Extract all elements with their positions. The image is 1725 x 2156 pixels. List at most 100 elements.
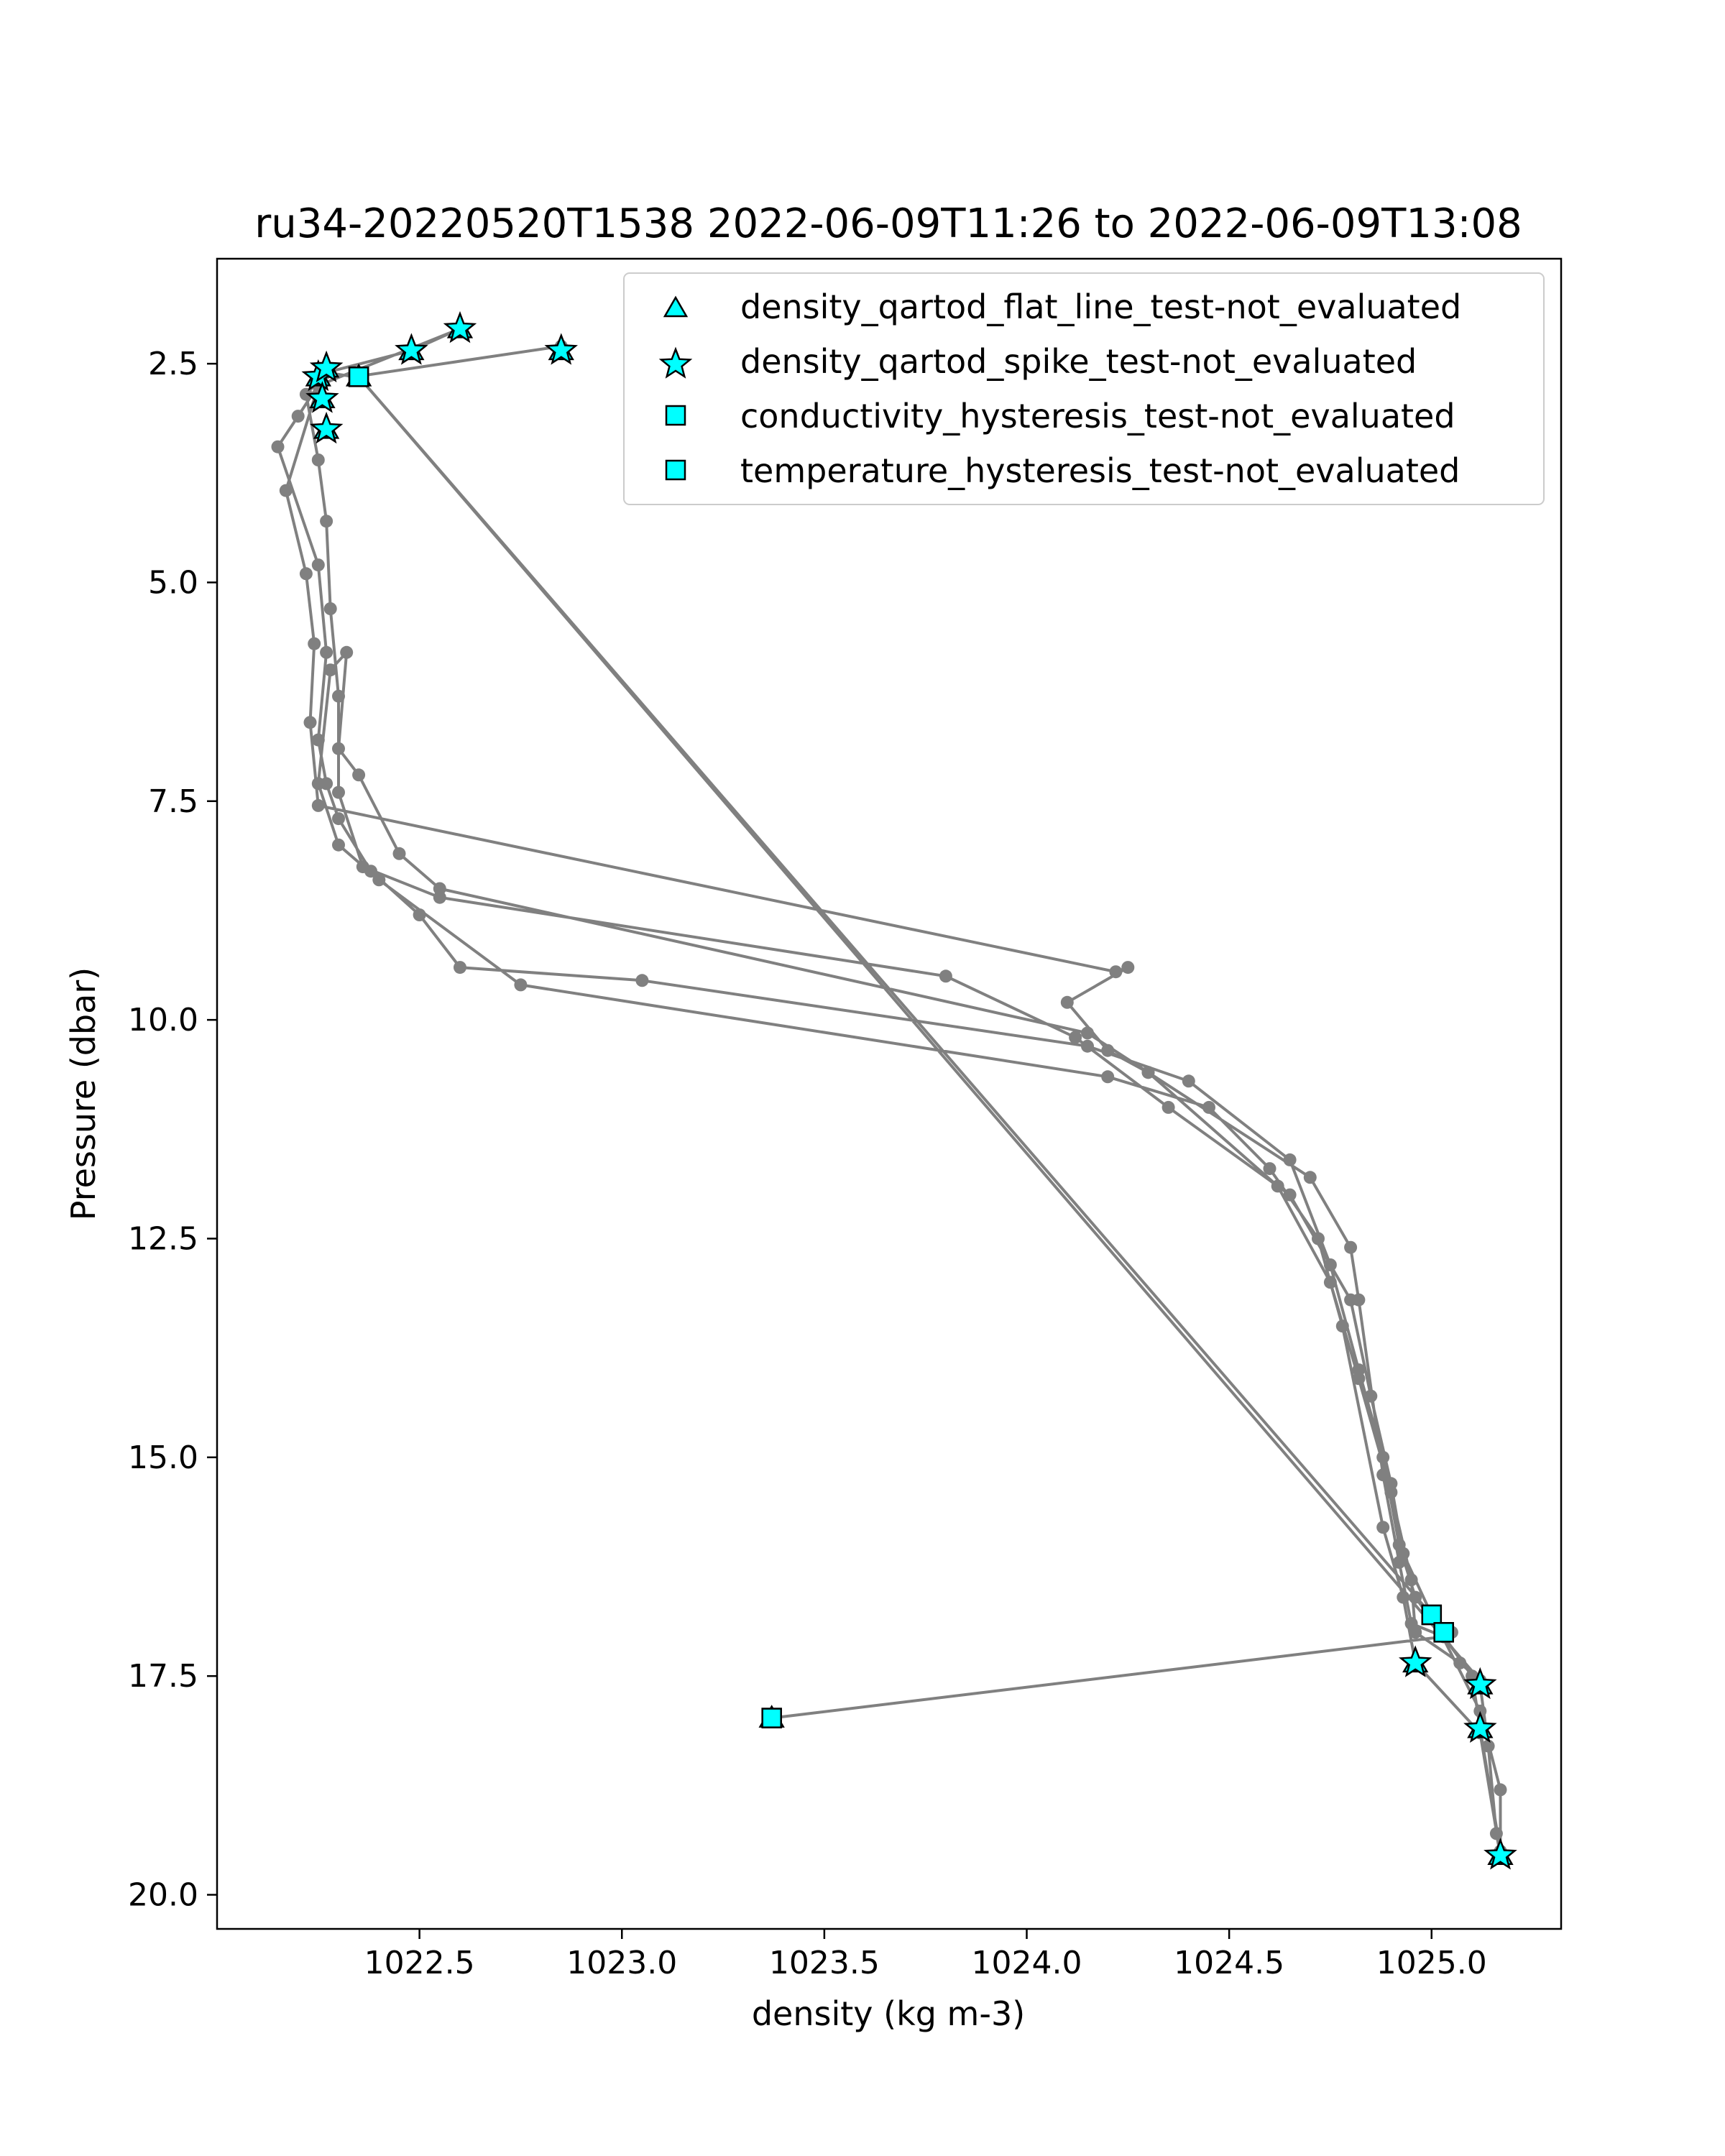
y-tick-label: 5.0 <box>148 564 198 601</box>
x-axis-label: density (kg m-3) <box>752 1994 1025 2033</box>
profile-point <box>1352 1372 1366 1386</box>
plot-area <box>271 310 1517 1870</box>
x-tick-label: 1023.5 <box>769 1945 880 1981</box>
profile-point <box>311 558 325 572</box>
legend-item-spike: density_qartod_spike_test-not_evaluated <box>658 342 1417 381</box>
profile-point <box>311 453 325 466</box>
profile-point <box>1303 1171 1317 1184</box>
profile-point <box>514 978 528 992</box>
profile-point <box>308 637 321 650</box>
spike-flag-marker <box>305 381 339 413</box>
x-tick-label: 1023.0 <box>566 1945 677 1981</box>
x-axis: 1022.5 1023.0 1023.5 1024.0 1024.5 1025.0 <box>364 1929 1487 1981</box>
legend-item-temperature: temperature_hysteresis_test-not_evaluate… <box>665 451 1460 490</box>
profile-point <box>320 645 334 659</box>
profile-point <box>356 860 369 874</box>
square-marker-icon <box>665 459 686 481</box>
legend-item-flat-line: density_qartod_flat_line_test-not_evalua… <box>663 287 1461 326</box>
axes-frame <box>216 257 1563 1930</box>
y-tick-label: 10.0 <box>128 1002 198 1038</box>
y-tick-label: 7.5 <box>148 783 198 820</box>
x-tick-label: 1022.5 <box>364 1945 475 1981</box>
y-tick-label: 12.5 <box>128 1220 198 1257</box>
triangle-marker-icon <box>663 295 689 318</box>
legend: density_qartod_flat_line_test-not_evalua… <box>623 272 1545 505</box>
legend-label: conductivity_hysteresis_test-not_evaluat… <box>740 397 1455 436</box>
profile-point <box>1162 1100 1175 1114</box>
y-axis: 2.5 5.0 7.5 10.0 12.5 15.0 17.5 20.0 <box>128 346 217 1914</box>
profile-point <box>1101 1070 1115 1084</box>
x-tick-label: 1024.0 <box>972 1945 1082 1981</box>
y-tick-label: 2.5 <box>148 346 198 382</box>
x-tick-label: 1025.0 <box>1376 1945 1487 1981</box>
profile-point <box>413 908 426 921</box>
profile-point <box>320 515 334 528</box>
spike-flag-marker <box>309 411 344 444</box>
profile-point <box>1409 1590 1422 1604</box>
profile-point <box>323 602 337 615</box>
profile-point <box>1121 961 1135 975</box>
profile-point <box>1081 1026 1094 1040</box>
profile-point <box>1409 1626 1422 1639</box>
profile-point <box>332 689 345 703</box>
profile-point <box>1376 1450 1390 1464</box>
profile-point <box>1392 1555 1406 1569</box>
profile-point <box>271 440 285 453</box>
temperature-flag-marker <box>348 367 369 387</box>
profile-point <box>1141 1066 1155 1079</box>
profile-point <box>1283 1153 1297 1166</box>
profile-point <box>332 742 345 755</box>
temperature-flag-marker <box>1421 1604 1443 1626</box>
profile-point <box>1453 1656 1467 1669</box>
square-marker-icon <box>665 405 686 426</box>
profile-point <box>299 387 313 401</box>
profile-point <box>291 410 305 423</box>
profile-point <box>311 798 325 812</box>
profile-point <box>1384 1485 1398 1499</box>
spike-flag-marker <box>309 350 344 383</box>
profile-point <box>939 969 952 983</box>
star-marker-icon <box>658 346 693 379</box>
profile-point <box>1397 1590 1410 1604</box>
profile-point <box>332 812 345 826</box>
profile-point <box>1312 1232 1325 1245</box>
profile-point <box>1323 1258 1337 1271</box>
profile-point <box>1481 1739 1495 1753</box>
x-tick-label: 1024.5 <box>1174 1945 1284 1981</box>
legend-item-conductivity: conductivity_hysteresis_test-not_evaluat… <box>665 397 1455 436</box>
profile-point <box>1283 1188 1297 1202</box>
profile-point <box>1109 965 1123 979</box>
profile-point <box>1344 1240 1358 1254</box>
profile-point <box>635 974 649 987</box>
profile-point <box>1202 1100 1215 1114</box>
profile-point <box>1263 1162 1276 1176</box>
profile-point <box>392 847 406 860</box>
profile-point <box>1182 1074 1195 1088</box>
spike-flag-marker <box>544 333 578 365</box>
y-tick-label: 15.0 <box>128 1439 198 1476</box>
profile-point <box>1364 1389 1378 1403</box>
y-tick-label: 20.0 <box>128 1877 198 1914</box>
profile-point <box>303 716 317 729</box>
spike-flag-marker <box>443 310 477 344</box>
profile-point <box>372 873 386 887</box>
legend-label: density_qartod_flat_line_test-not_evalua… <box>740 287 1461 326</box>
profile-point <box>1271 1179 1284 1193</box>
profile-point <box>1069 1031 1082 1044</box>
profile-point <box>1081 1039 1094 1053</box>
profile-point <box>1489 1827 1503 1841</box>
spike-flag-marker <box>1399 1645 1432 1677</box>
profile-point <box>1494 1783 1507 1797</box>
profile-point <box>311 733 325 747</box>
profile-point <box>433 882 446 895</box>
legend-label: temperature_hysteresis_test-not_evaluate… <box>740 451 1460 490</box>
chart-title: ru34-20220520T1538 2022-06-09T11:26 to 2… <box>254 201 1522 247</box>
temperature-flag-marker <box>761 1708 782 1728</box>
profile-point <box>340 645 354 659</box>
profile-point <box>1404 1573 1418 1587</box>
profile-point <box>1376 1468 1390 1482</box>
profile-point <box>1335 1319 1349 1333</box>
legend-frame <box>623 272 1545 505</box>
profile-point <box>1060 995 1074 1009</box>
